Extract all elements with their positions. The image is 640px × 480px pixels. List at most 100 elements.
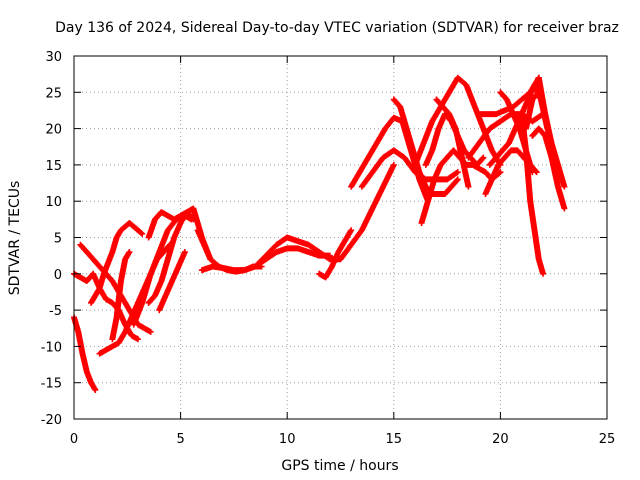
data-series-s21: [422, 111, 487, 168]
data-point: [433, 178, 436, 181]
data-point: [456, 178, 459, 181]
data-point: [537, 127, 540, 130]
data-point: [510, 149, 512, 152]
y-tick-label: 30: [45, 50, 62, 65]
data-point: [529, 200, 532, 202]
data-point: [456, 135, 459, 137]
data-point: [141, 302, 144, 304]
data-point: [111, 345, 114, 348]
data-point: [382, 156, 384, 159]
data-point: [491, 149, 493, 152]
data-point: [115, 236, 118, 239]
data-point: [495, 113, 497, 115]
data-point: [427, 200, 429, 202]
data-point: [361, 229, 363, 232]
data-point: [424, 164, 427, 166]
data-point: [137, 229, 139, 232]
data-point: [192, 207, 195, 210]
data-point: [533, 229, 536, 232]
data-point: [467, 185, 470, 188]
data-point: [111, 302, 114, 304]
data-point: [265, 254, 267, 257]
y-tick-label: -10: [41, 340, 62, 355]
data-point: [439, 164, 442, 166]
y-tick-label: 20: [45, 123, 62, 138]
data-point: [525, 127, 527, 130]
x-tick-label: 5: [176, 432, 184, 447]
data-point: [563, 185, 566, 188]
data-point: [105, 349, 107, 351]
y-tick-label: 0: [54, 268, 62, 283]
data-point: [544, 113, 546, 115]
data-point: [403, 156, 406, 159]
data-point: [450, 185, 453, 188]
data-point: [437, 127, 440, 130]
data-point: [124, 331, 126, 333]
data-point: [337, 251, 340, 253]
data-point: [518, 127, 521, 130]
data-point: [501, 149, 504, 152]
data-point: [184, 251, 186, 253]
data-point: [124, 258, 126, 261]
data-point: [94, 294, 97, 297]
data-point: [497, 164, 500, 166]
data-point: [98, 352, 101, 355]
data-point: [147, 236, 150, 239]
data-point: [124, 302, 126, 304]
y-tick-label: -5: [49, 304, 62, 319]
data-point: [307, 251, 310, 253]
x-tick-label: 15: [386, 432, 403, 447]
data-point: [444, 193, 446, 195]
data-point: [512, 113, 514, 115]
data-point: [132, 323, 135, 326]
data-point: [350, 243, 352, 246]
data-point: [233, 269, 235, 271]
data-point: [297, 240, 299, 242]
data-point: [103, 273, 105, 275]
data-point: [158, 251, 161, 253]
data-point: [486, 113, 489, 115]
axis-ticks: -20 -15 -10 -5 0 5 10 15 20 25 30 0 5 10 15 20 25: [41, 50, 616, 447]
data-point: [124, 225, 126, 228]
data-point: [535, 171, 538, 173]
data-point: [491, 178, 493, 181]
data-point: [318, 273, 320, 275]
data-point: [154, 218, 156, 221]
data-point: [201, 269, 203, 271]
data-point: [442, 106, 444, 108]
data-point: [222, 267, 225, 269]
data-point: [367, 156, 370, 159]
data-point: [495, 156, 497, 159]
data-point: [503, 109, 506, 112]
data-point: [474, 106, 476, 108]
data-point: [149, 273, 152, 275]
data-point: [275, 243, 278, 246]
data-point: [192, 218, 195, 221]
data-point: [537, 76, 540, 79]
data-point: [531, 98, 534, 101]
data-point: [297, 247, 299, 250]
data-point: [437, 193, 440, 195]
data-point: [137, 338, 139, 340]
data-point: [435, 98, 438, 101]
data-point: [382, 185, 384, 188]
data-point: [533, 84, 536, 86]
data-point: [186, 211, 188, 213]
data-point: [92, 258, 94, 261]
data-point: [463, 149, 465, 152]
data-point: [173, 236, 176, 239]
data-point: [499, 171, 502, 173]
data-point: [476, 164, 478, 166]
data-point: [286, 247, 289, 250]
data-point: [384, 127, 387, 130]
data-point: [508, 142, 510, 144]
data-point: [393, 149, 395, 152]
data-point: [488, 127, 491, 130]
data-point: [209, 258, 212, 261]
data-point: [254, 265, 257, 268]
data-point: [371, 207, 374, 210]
x-tick-label: 10: [279, 432, 296, 447]
x-tick-label: 20: [492, 432, 509, 447]
y-tick-label: 15: [45, 159, 62, 174]
data-point: [557, 178, 559, 181]
